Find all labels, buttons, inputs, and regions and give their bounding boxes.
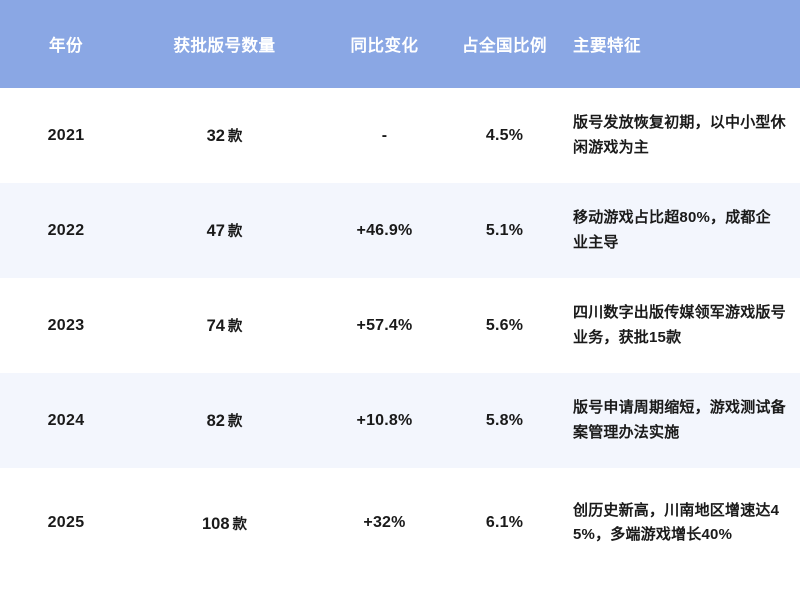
cell-feature: 四川数字出版传媒领军游戏版号业务，获批15款 (573, 304, 786, 346)
cell-share: 4.5% (485, 126, 524, 144)
table-row: 2021 32 款 - 4.5% 版号发放恢复初期，以中小型休闲游戏为主 (0, 88, 800, 183)
cell-feature: 移动游戏占比超80%，成都企业主导 (573, 209, 771, 251)
column-header-count[interactable]: 获批版号数量 (173, 37, 276, 55)
game-license-table: 年份 获批版号数量 同比变化 占全国比例 主要特征 2021 32 款 - 4.5… (0, 0, 800, 578)
table-row: 2022 47 款 +46.9% 5.1% 移动游戏占比超80%，成都企业主导 (0, 183, 800, 278)
cell-yoy: +57.4% (356, 316, 413, 334)
cell-count: 47 款 (132, 183, 317, 278)
cell-count-number: 74 (206, 317, 225, 335)
cell-count-unit: 款 (227, 319, 243, 335)
cell-yoy: +32% (363, 514, 406, 531)
cell-share: 5.8% (485, 411, 524, 429)
cell-yoy: +10.8% (356, 411, 413, 429)
cell-year: 2022 (47, 221, 85, 239)
cell-count-number: 82 (206, 412, 225, 430)
cell-share: 5.6% (485, 316, 524, 334)
table-row: 2025 108 款 +32% 6.1% 创历史新高，川南地区增速达45%，多端游… (0, 468, 800, 578)
cell-year: 2024 (47, 411, 85, 429)
cell-count-number: 108 (201, 514, 230, 533)
cell-year: 2025 (47, 514, 85, 531)
cell-count-unit: 款 (227, 224, 243, 240)
cell-count-unit: 款 (227, 129, 243, 145)
cell-count-number: 47 (206, 222, 225, 240)
cell-count-unit: 款 (227, 414, 243, 430)
column-header-year[interactable]: 年份 (49, 37, 83, 55)
table-row: 2023 74 款 +57.4% 5.6% 四川数字出版传媒领军游戏版号业务，获批… (0, 278, 800, 373)
column-header-share[interactable]: 占全国比例 (462, 37, 547, 55)
cell-share: 5.1% (485, 221, 524, 239)
cell-feature: 创历史新高，川南地区增速达45%，多端游戏增长40% (573, 501, 780, 543)
cell-yoy: - (381, 126, 388, 144)
table-header-row: 年份 获批版号数量 同比变化 占全国比例 主要特征 (0, 0, 800, 88)
cell-count: 32 款 (132, 88, 317, 183)
cell-year: 2021 (47, 126, 85, 144)
column-header-yoy[interactable]: 同比变化 (350, 37, 419, 55)
cell-yoy: +46.9% (356, 221, 413, 239)
cell-count-unit: 款 (232, 516, 248, 533)
cell-count: 74 款 (132, 278, 317, 373)
cell-share: 6.1% (485, 514, 524, 531)
cell-year: 2023 (47, 316, 85, 334)
table-header: 年份 获批版号数量 同比变化 占全国比例 主要特征 (0, 0, 800, 88)
cell-count-number: 32 (206, 127, 225, 145)
table-row: 2024 82 款 +10.8% 5.8% 版号申请周期缩短，游戏测试备案管理办法… (0, 373, 800, 468)
cell-count: 82 款 (132, 373, 317, 468)
column-header-feature[interactable]: 主要特征 (573, 37, 641, 55)
cell-feature: 版号发放恢复初期，以中小型休闲游戏为主 (573, 114, 786, 156)
table-body: 2021 32 款 - 4.5% 版号发放恢复初期，以中小型休闲游戏为主 2022… (0, 88, 800, 578)
cell-count: 108 款 (132, 468, 317, 578)
cell-feature: 版号申请周期缩短，游戏测试备案管理办法实施 (573, 399, 786, 441)
